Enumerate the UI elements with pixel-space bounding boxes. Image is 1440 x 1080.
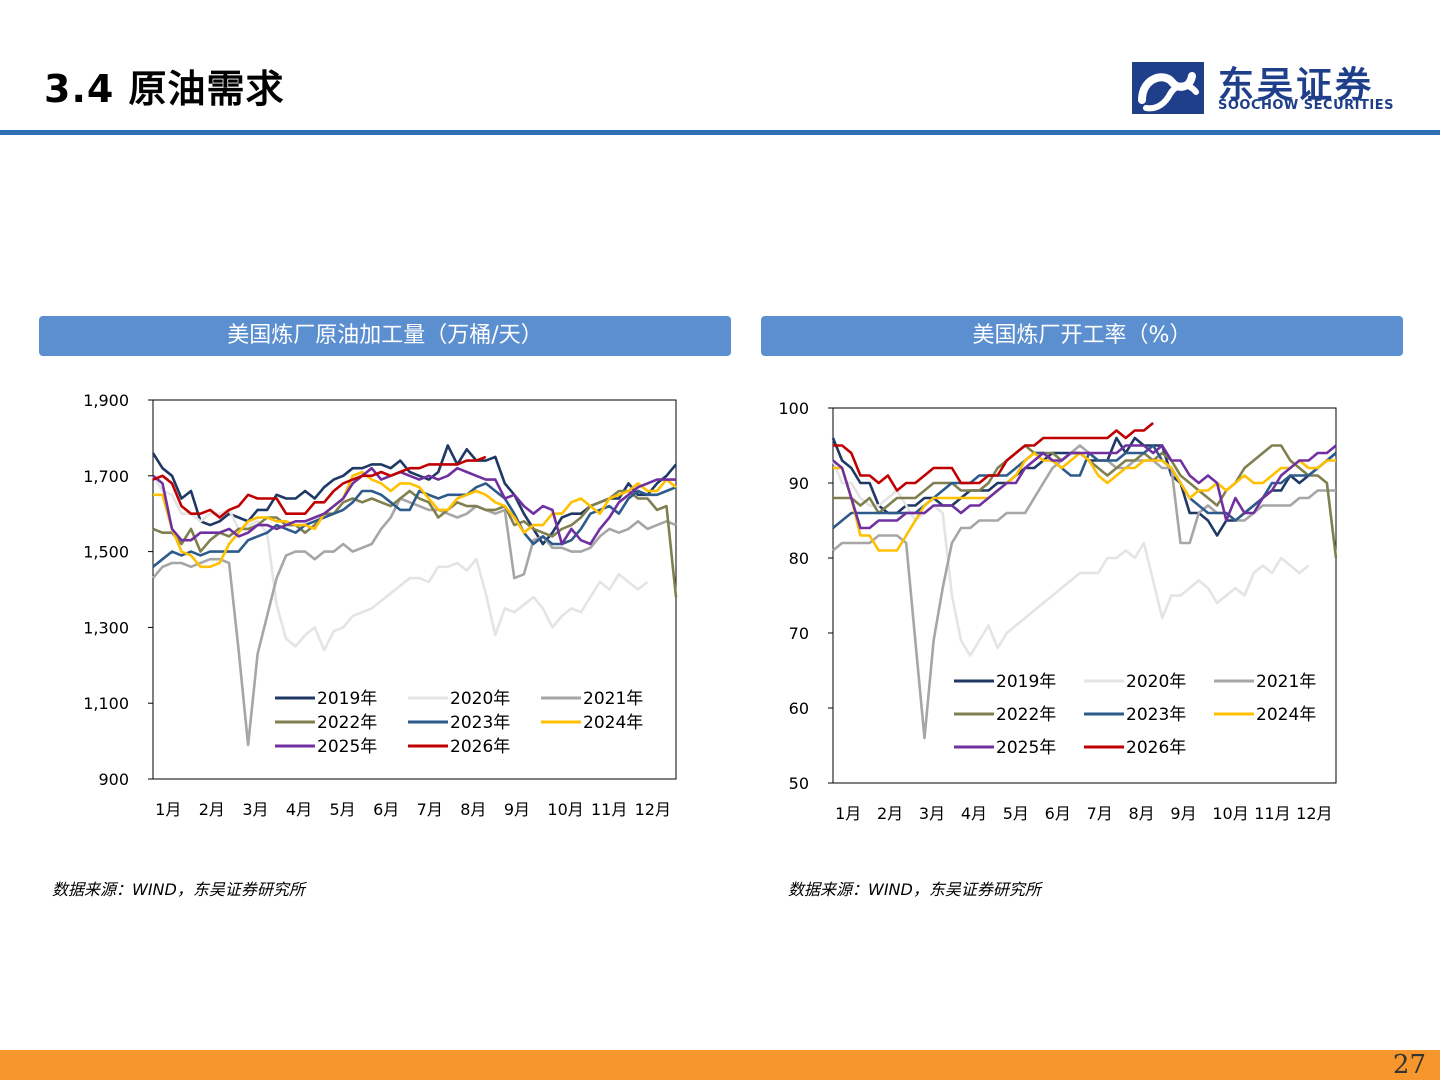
legend-label: 2019年 — [317, 689, 377, 709]
legend-label: 2024年 — [583, 713, 643, 733]
page-title: 3.4 原油需求 — [44, 67, 285, 111]
y-tick-label: 70 — [789, 624, 809, 643]
legend-label: 2019年 — [996, 672, 1056, 692]
y-tick-label: 1,900 — [83, 391, 129, 410]
x-tick-label: 4月 — [286, 800, 312, 819]
legend-label: 2025年 — [317, 737, 377, 757]
brand-name-cn: 东吴证券 — [1218, 65, 1375, 106]
series-line-6 — [833, 451, 1336, 552]
x-tick-label: 6月 — [373, 800, 399, 819]
legend-label: 2020年 — [450, 689, 510, 709]
footer-bar — [0, 1050, 1440, 1080]
brand-name-en: SOOCHOW SECURITIES — [1218, 98, 1394, 113]
x-tick-label: 7月 — [1087, 804, 1113, 823]
series-line-7 — [152, 466, 676, 546]
x-tick-label: 3月 — [919, 804, 945, 823]
x-tick-label: 10月 — [547, 800, 583, 819]
x-tick-label: 11月 — [1254, 804, 1290, 823]
x-tick-label: 5月 — [1003, 804, 1029, 823]
legend-label: 2026年 — [1126, 738, 1186, 758]
x-tick-label: 4月 — [961, 804, 987, 823]
y-tick-label: 1,500 — [83, 543, 129, 562]
legend-label: 2021年 — [583, 689, 643, 709]
x-tick-label: 10月 — [1212, 804, 1248, 823]
x-tick-label: 2月 — [199, 800, 225, 819]
series-line-6 — [153, 470, 677, 569]
series-line-3 — [832, 444, 1336, 740]
page-number: 27 — [1392, 1050, 1426, 1080]
x-tick-label: 1月 — [835, 804, 861, 823]
x-tick-label: 9月 — [504, 800, 530, 819]
y-tick-label: 100 — [778, 399, 809, 418]
y-tick-label: 80 — [789, 549, 809, 568]
y-tick-label: 90 — [789, 474, 809, 493]
x-tick-label: 9月 — [1170, 804, 1196, 823]
chart-2-source: 数据来源：WIND，东吴证券研究所 — [788, 880, 1041, 899]
refinery-throughput-chart: 1,900 1,700 1,500 1,300 1,100 900 1月 2月 3月 4月 5月 6月… — [83, 391, 678, 819]
refinery-utilization-chart: 100 90 80 70 60 50 1月 2月 3月 4月 5月 6月 7月 8月 9月 10月 11月 12月… — [778, 399, 1338, 823]
series-line-3 — [152, 497, 677, 747]
series-line-8 — [833, 421, 1154, 492]
series-line-2 — [831, 460, 1310, 657]
series-line-2 — [151, 475, 649, 652]
x-tick-label: 7月 — [417, 800, 443, 819]
x-tick-label: 12月 — [1296, 804, 1332, 823]
soochow-logo-icon — [1132, 62, 1204, 114]
chart-1-header: 美国炼厂原油加工量（万桶/天） — [39, 316, 731, 356]
x-tick-label: 11月 — [591, 800, 627, 819]
legend-label: 2023年 — [1126, 705, 1186, 725]
x-tick-label: 12月 — [635, 800, 671, 819]
chart-2-header: 美国炼厂开工率（%） — [761, 316, 1403, 356]
legend-label: 2025年 — [996, 738, 1056, 758]
legend-label: 2022年 — [317, 713, 377, 733]
y-tick-label: 900 — [98, 770, 129, 789]
brand-logo: 东吴证券 SOOCHOW SECURITIES — [1132, 56, 1412, 116]
y-tick-label: 1,300 — [83, 618, 129, 637]
legend-label: 2024年 — [1256, 705, 1316, 725]
y-tick-label: 1,100 — [83, 694, 129, 713]
x-tick-label: 5月 — [330, 800, 356, 819]
x-tick-label: 2月 — [877, 804, 903, 823]
x-tick-label: 8月 — [460, 800, 486, 819]
legend-label: 2026年 — [450, 737, 510, 757]
legend-label: 2020年 — [1126, 672, 1186, 692]
series-line-7 — [832, 444, 1337, 530]
chart-1-source: 数据来源：WIND，东吴证券研究所 — [52, 880, 305, 899]
y-tick-label: 50 — [789, 774, 809, 793]
legend-label: 2023年 — [450, 713, 510, 733]
legend-label: 2022年 — [996, 705, 1056, 725]
series-line-5 — [152, 482, 677, 568]
x-tick-label: 8月 — [1129, 804, 1155, 823]
title-divider — [0, 130, 1440, 135]
x-tick-label: 3月 — [242, 800, 268, 819]
legend-label: 2021年 — [1256, 672, 1316, 692]
x-tick-label: 1月 — [155, 800, 181, 819]
y-tick-label: 1,700 — [83, 467, 129, 486]
y-tick-label: 60 — [789, 699, 809, 718]
series-line-8 — [152, 455, 487, 519]
x-tick-label: 6月 — [1045, 804, 1071, 823]
plot-area — [832, 407, 1337, 784]
